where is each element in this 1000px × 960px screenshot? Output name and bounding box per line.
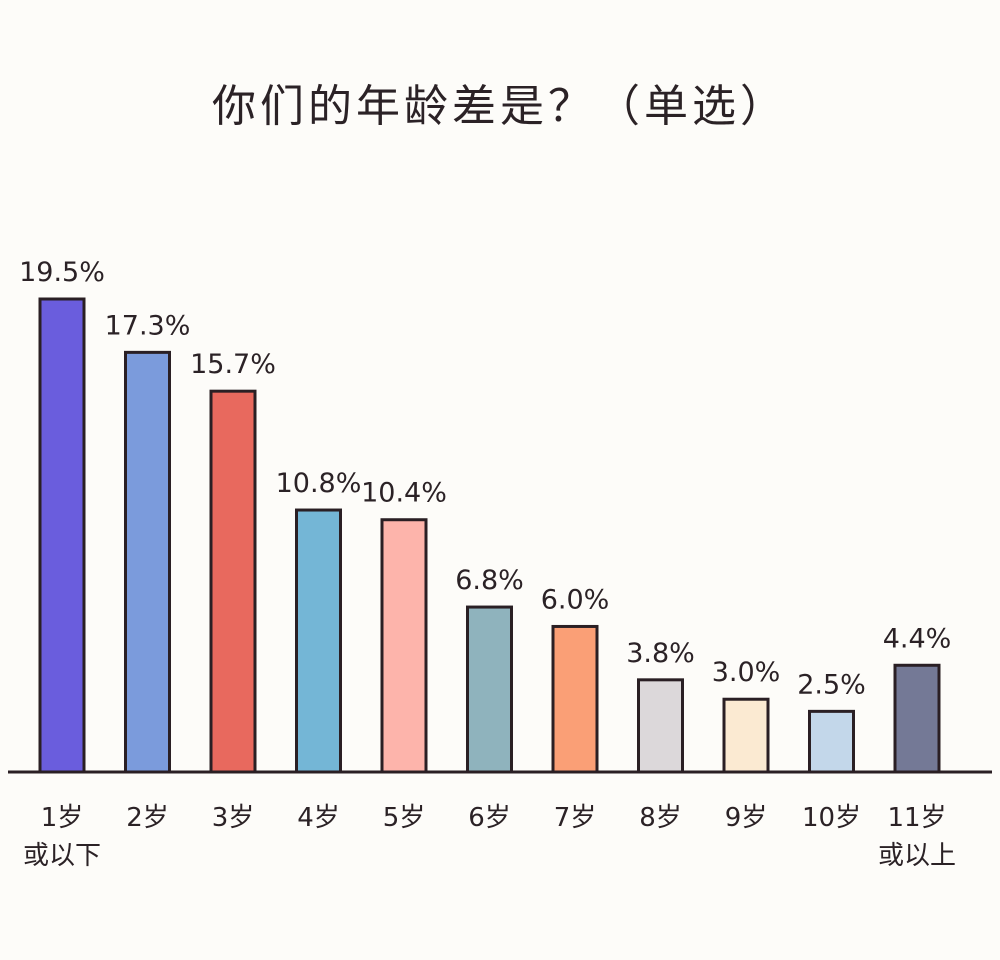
value-label-5: 10.4%	[361, 478, 447, 509]
tick-label-1-line2: 或以下	[23, 841, 101, 871]
bar-4	[295, 508, 342, 774]
bar-1	[38, 297, 86, 774]
value-label-6: 6.8%	[455, 565, 524, 596]
tick-label-3: 3岁	[212, 803, 255, 833]
value-label-10: 2.5%	[797, 669, 866, 700]
value-label-2: 17.3%	[105, 310, 191, 341]
value-label-7: 6.0%	[541, 584, 610, 615]
bar-5	[380, 518, 428, 774]
bar-10	[808, 709, 855, 774]
bar-9	[722, 697, 770, 774]
value-label-1: 19.5%	[19, 257, 105, 288]
bar-2	[124, 350, 171, 774]
tick-label-1: 1岁	[41, 803, 84, 833]
value-label-11: 4.4%	[883, 623, 952, 654]
bar-11	[893, 663, 941, 774]
bar-3	[209, 389, 257, 774]
tick-label-4: 4岁	[297, 803, 340, 833]
bar-8	[637, 678, 684, 774]
tick-label-5: 5岁	[383, 803, 426, 833]
tick-label-9: 9岁	[725, 803, 768, 833]
tick-label-8: 8岁	[639, 803, 682, 833]
value-label-4: 10.8%	[276, 468, 362, 499]
tick-label-10: 10岁	[802, 803, 861, 833]
tick-label-7: 7岁	[554, 803, 597, 833]
value-label-3: 15.7%	[190, 349, 276, 380]
bar-7	[551, 624, 599, 774]
bar-6	[466, 605, 513, 774]
tick-label-11-line2: 或以上	[878, 841, 956, 871]
tick-label-6: 6岁	[468, 803, 511, 833]
value-label-8: 3.8%	[626, 638, 695, 669]
tick-label-11: 11岁	[887, 803, 946, 833]
chart-title: 你们的年龄差是？（单选）	[212, 81, 788, 132]
value-label-9: 3.0%	[712, 657, 781, 688]
tick-label-2: 2岁	[126, 803, 169, 833]
